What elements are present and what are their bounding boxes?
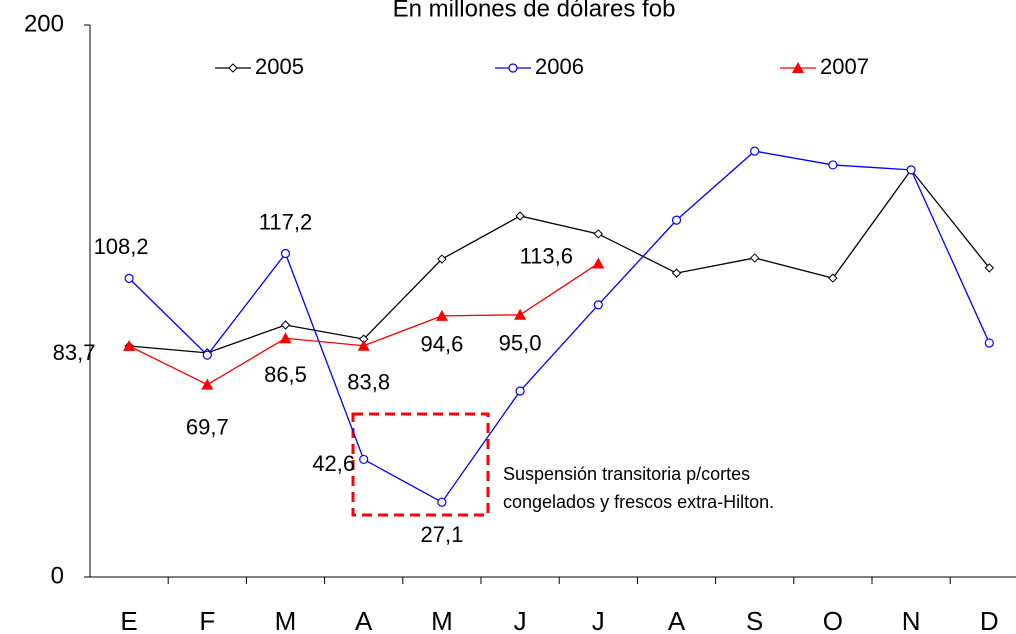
highlight-box (351, 412, 490, 517)
point (202, 350, 212, 360)
point (749, 253, 760, 263)
x-tick-label: A (355, 606, 373, 634)
legend-label: 2005 (255, 54, 304, 79)
x-tick-label: S (746, 606, 763, 634)
point (124, 273, 134, 283)
legend-label: 2006 (535, 54, 584, 79)
point (984, 263, 995, 273)
data-label: 83,7 (53, 340, 96, 365)
data-label: 108,2 (94, 234, 149, 259)
data-label: 86,5 (264, 362, 307, 387)
data-label: 94,6 (420, 332, 463, 357)
data-label: 113,6 (520, 243, 573, 268)
point (671, 215, 682, 225)
point (828, 160, 838, 170)
point (592, 257, 605, 269)
series-line (128, 150, 990, 504)
x-tick-label: J (592, 606, 605, 634)
x-tick-label: M (431, 606, 453, 634)
x-tick-label: A (668, 606, 686, 634)
x-tick-label: D (980, 606, 999, 634)
x-tick-label: M (275, 606, 297, 634)
point (515, 386, 525, 396)
point (279, 332, 292, 344)
y-tick-label: 0 (51, 562, 64, 589)
point (671, 268, 682, 278)
x-tick-label: O (823, 606, 843, 634)
chart-title: En millones de dólares fob (393, 0, 676, 22)
point (280, 320, 291, 330)
point (437, 497, 447, 507)
point (280, 248, 291, 259)
annotation: Suspensión transitoria p/cortes (503, 464, 750, 484)
x-tick-label: N (902, 606, 921, 634)
x-tick-label: F (199, 606, 215, 634)
point (828, 273, 838, 283)
point (357, 339, 370, 351)
point (750, 146, 760, 156)
x-tick-label: E (120, 606, 137, 634)
series-line (128, 262, 599, 386)
legend-label: 2007 (820, 54, 869, 79)
x-tick-label: J (514, 606, 527, 634)
point (984, 338, 994, 348)
data-label: 27,1 (420, 522, 463, 547)
point (515, 211, 525, 221)
data-label: 69,7 (186, 414, 229, 439)
series-line (129, 168, 990, 354)
point (435, 309, 448, 321)
data-label: 117,2 (259, 209, 312, 234)
legend-marker (792, 62, 804, 73)
point (593, 229, 604, 239)
legend-marker (228, 63, 238, 73)
y-tick-label: 200 (24, 10, 64, 37)
data-label: 95,0 (499, 331, 542, 356)
point (359, 454, 369, 465)
legend-marker (508, 63, 518, 73)
data-label: 42,6 (312, 451, 355, 476)
point (593, 300, 603, 310)
point (437, 254, 447, 264)
point (514, 308, 527, 320)
data-label: 83,8 (347, 370, 390, 395)
point (123, 339, 136, 351)
point (201, 378, 214, 390)
point (906, 165, 916, 175)
annotation: congelados y frescos extra-Hilton. (503, 492, 774, 512)
